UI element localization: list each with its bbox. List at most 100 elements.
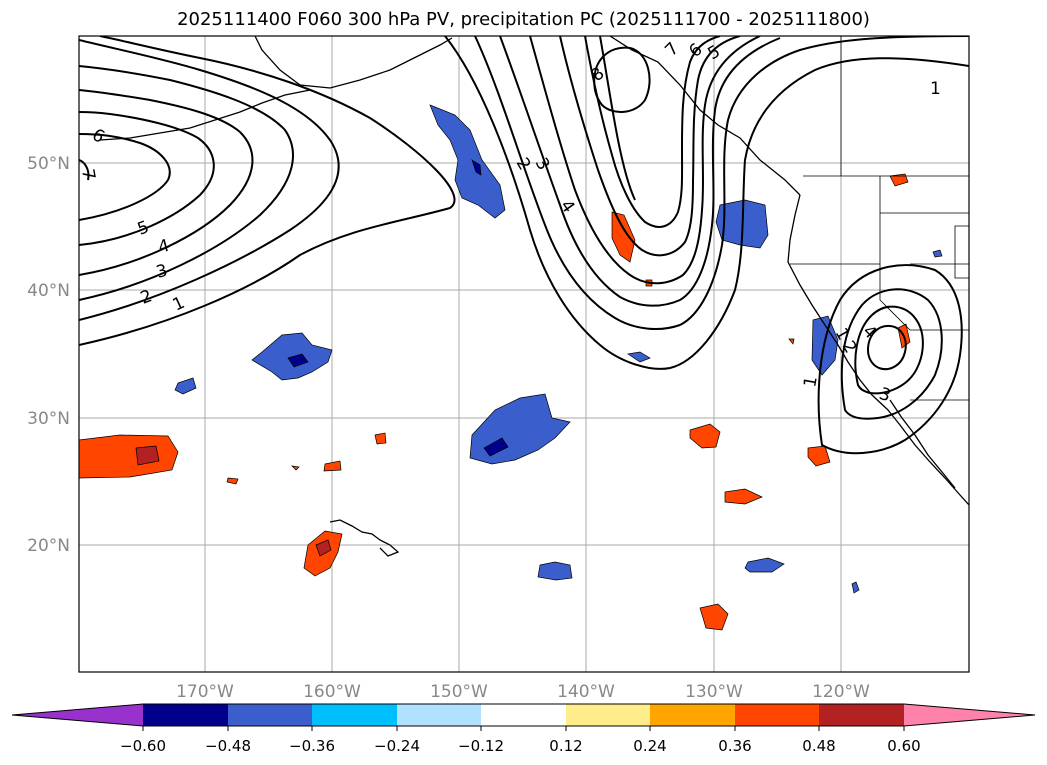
pv-contour-2 xyxy=(474,36,969,330)
lat-label: 40°N xyxy=(27,281,70,301)
pv-contour-7 xyxy=(599,36,636,201)
precip-negative-area xyxy=(469,393,571,465)
colorbar-tick-labels: −0.60 −0.48 −0.36 −0.24 −0.12 0.12 0.24 … xyxy=(120,737,921,755)
contour-label: 1 xyxy=(170,293,188,316)
pv-contour-2 xyxy=(840,288,943,420)
contour-label: 7 xyxy=(77,167,99,181)
contour-label: 7 xyxy=(661,39,683,61)
precip-negative-area xyxy=(429,104,506,219)
precip-negative-area xyxy=(174,377,197,395)
borders xyxy=(790,36,969,401)
contour-label: 4 xyxy=(156,236,172,258)
contour-label: 3 xyxy=(876,384,893,406)
precip-positive-area xyxy=(889,173,909,187)
lon-label: 120°W xyxy=(812,682,870,702)
precip-positive-area xyxy=(374,432,387,445)
pv-contour-3 xyxy=(499,36,781,307)
precip-positive-area xyxy=(788,338,795,345)
colorbar-segment xyxy=(397,704,481,726)
colorbar-tick-label: −0.48 xyxy=(205,737,251,755)
precip-positive-area xyxy=(226,477,239,485)
lat-label: 20°N xyxy=(27,536,70,556)
lon-label: 140°W xyxy=(557,682,615,702)
pv-contour-5 xyxy=(79,111,215,246)
contour-label: 4 xyxy=(858,321,880,343)
colorbar-tick-label: −0.24 xyxy=(374,737,420,755)
colorbar-segment xyxy=(650,704,735,726)
pv-contour-8 xyxy=(593,46,651,113)
contour-label: 3 xyxy=(154,261,170,283)
precip-positive-area xyxy=(724,488,763,505)
contour-label: 1 xyxy=(800,375,822,389)
contour-label: 5 xyxy=(135,217,152,239)
precipitation-shading xyxy=(79,104,943,631)
pv-contour-4 xyxy=(79,89,254,276)
precip-negative-core xyxy=(471,159,482,176)
colorbar-segment xyxy=(735,704,819,726)
lon-label: 150°W xyxy=(430,682,488,702)
colorbar: −0.60 −0.48 −0.36 −0.24 −0.12 0.12 0.24 … xyxy=(11,703,1036,755)
lon-label: 130°W xyxy=(685,682,743,702)
precip-positive-area xyxy=(323,460,342,472)
colorbar-tick-label: −0.60 xyxy=(120,737,166,755)
colorbar-tick-label: 0.36 xyxy=(718,737,751,755)
coastline-west-coast xyxy=(787,194,969,506)
pv-contour-6 xyxy=(584,36,721,228)
precip-positive-core xyxy=(315,539,332,557)
pv-contour-7 xyxy=(79,159,90,181)
contour-labels: 1 2 3 4 5 6 7 1 2 3 4 8 7 6 5 1 1 2 4 3 xyxy=(77,39,941,407)
colorbar-segment xyxy=(143,704,228,726)
colorbar-tick-label: 0.60 xyxy=(887,737,920,755)
precip-negative-core xyxy=(483,437,509,457)
border-states xyxy=(790,176,969,331)
lon-labels: 170°W 160°W 150°W 140°W 130°W 120°W xyxy=(176,682,870,702)
precip-negative-area xyxy=(851,581,860,594)
map-frame xyxy=(78,35,970,673)
precip-positive-area xyxy=(689,423,721,449)
precip-positive-area xyxy=(291,465,300,471)
coastlines xyxy=(99,36,969,557)
coastline-aleutians xyxy=(99,89,311,141)
pv-contour-4 xyxy=(529,36,761,285)
chart-title: 2025111400 F060 300 hPa PV, precipitatio… xyxy=(177,9,870,30)
coastline-alaska xyxy=(254,36,453,89)
precip-negative-core xyxy=(287,353,309,368)
lat-labels: 50°N 40°N 30°N 20°N xyxy=(27,154,70,556)
precip-negative-area xyxy=(744,557,785,573)
pv-contour-3 xyxy=(854,305,924,395)
colorbar-tick-label: −0.12 xyxy=(458,737,504,755)
pv-contour-1 xyxy=(79,36,456,346)
colorbar-segment xyxy=(481,704,566,726)
precip-negative-area xyxy=(627,351,651,363)
pv-contour-6 xyxy=(79,133,171,221)
colorbar-tick-label: 0.24 xyxy=(633,737,666,755)
lat-label: 30°N xyxy=(27,409,70,429)
precip-negative-area xyxy=(811,315,839,376)
pv-contour-5 xyxy=(559,36,741,257)
colorbar-segment xyxy=(312,704,397,726)
colorbar-segment xyxy=(819,704,904,726)
pv-contours xyxy=(79,36,969,455)
coastline-hawaii xyxy=(329,519,400,557)
coastline-baja xyxy=(889,399,956,489)
precip-negative-area xyxy=(537,561,573,581)
colorbar-tick-label: 0.48 xyxy=(802,737,835,755)
contour-label: 1 xyxy=(930,79,941,99)
colorbar-segment xyxy=(566,704,650,726)
pv-contour-3 xyxy=(79,65,294,301)
colorbar-ticks xyxy=(142,726,905,731)
map-panel: 1 2 3 4 5 6 7 1 2 3 4 8 7 6 5 1 1 2 4 3 xyxy=(77,36,969,672)
precip-positive-area xyxy=(79,434,179,479)
pv-contour-2 xyxy=(79,39,340,321)
colorbar-extend-high xyxy=(904,704,1035,726)
precip-positive-area xyxy=(699,603,729,631)
precip-negative-area xyxy=(932,249,943,258)
contour-label: 4 xyxy=(556,196,579,216)
pv-contour-1 xyxy=(817,264,963,455)
lat-label: 50°N xyxy=(27,154,70,174)
contour-label: 3 xyxy=(531,155,554,174)
pv-contour-1 xyxy=(444,36,969,370)
lon-label: 170°W xyxy=(176,682,234,702)
lon-label: 160°W xyxy=(303,682,361,702)
